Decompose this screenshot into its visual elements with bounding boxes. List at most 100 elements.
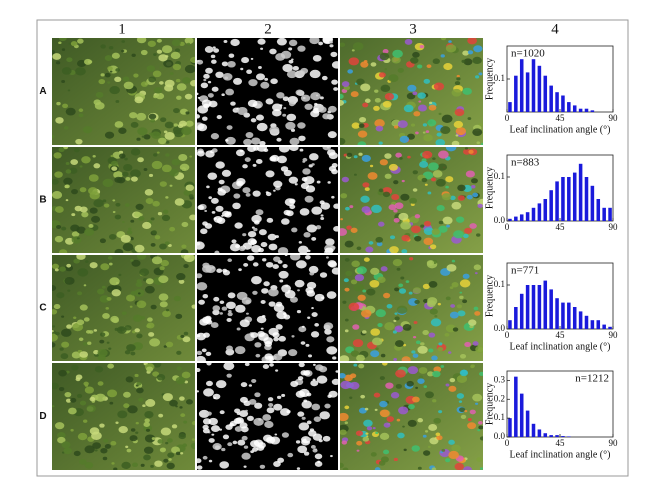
leaf (71, 236, 82, 244)
leaf (278, 270, 289, 279)
leaf (114, 176, 123, 183)
leaf (446, 264, 457, 272)
plot-frame (506, 370, 614, 438)
leaf (252, 447, 259, 452)
leaf (384, 68, 388, 71)
leaf (357, 141, 367, 145)
bar (519, 293, 524, 329)
leaf (297, 245, 309, 253)
bar (567, 102, 571, 112)
leaf (135, 281, 143, 288)
leaf (412, 51, 420, 58)
leaf (431, 467, 437, 470)
leaf (298, 135, 306, 142)
leaf (153, 94, 158, 99)
leaf (415, 340, 421, 345)
leaf (449, 377, 456, 383)
leaf (319, 200, 325, 205)
row-label: A (39, 86, 46, 97)
leaf (407, 366, 419, 375)
leaf (213, 296, 220, 302)
leaf (144, 411, 154, 419)
leaf (108, 262, 113, 266)
leaf (311, 312, 318, 317)
leaf (154, 460, 163, 467)
leaf (384, 92, 395, 101)
leaf (345, 270, 353, 277)
leaf (206, 185, 210, 189)
leaf (64, 276, 75, 285)
leaf (211, 59, 217, 64)
leaf (93, 350, 99, 355)
leaf (342, 300, 347, 304)
leaf (288, 59, 294, 64)
leaf (170, 51, 181, 60)
leaf (251, 226, 255, 229)
leaf (276, 155, 287, 164)
leaf (121, 40, 125, 43)
leaf (298, 241, 302, 244)
leaf (252, 262, 259, 267)
column-label: 4 (551, 21, 559, 37)
leaf (283, 169, 292, 177)
leaf (423, 78, 431, 84)
leaf (198, 299, 205, 305)
leaf (108, 234, 117, 240)
leaf (420, 224, 425, 228)
leaf (325, 238, 335, 246)
leaf (426, 64, 432, 69)
leaf (215, 71, 224, 79)
leaf (423, 237, 434, 246)
leaf (262, 414, 272, 421)
leaf (382, 363, 388, 366)
leaf (107, 389, 118, 398)
leaf (301, 416, 306, 420)
leaf (472, 192, 479, 198)
leaf (417, 92, 426, 99)
leaf (125, 445, 129, 449)
leaf (191, 304, 195, 309)
leaf (103, 438, 109, 443)
leaf (451, 259, 456, 263)
leaf (140, 463, 145, 467)
leaf (314, 448, 318, 451)
leaf (278, 335, 286, 342)
leaf (208, 417, 218, 426)
leaf (211, 210, 216, 214)
leaf (77, 291, 83, 296)
leaf (331, 61, 338, 69)
leaf (145, 428, 151, 432)
leaf (341, 176, 349, 183)
leaf (109, 70, 113, 73)
leaf (252, 190, 261, 197)
bar (578, 108, 583, 112)
leaf (340, 462, 344, 469)
leaf (175, 451, 181, 456)
leaf (177, 123, 184, 129)
leaf (202, 428, 210, 434)
leaf (169, 72, 174, 76)
leaf (288, 101, 296, 107)
leaf (433, 82, 445, 91)
bar (572, 105, 577, 112)
leaf (121, 311, 127, 316)
leaf (288, 349, 298, 357)
leaf (84, 58, 92, 65)
leaf (441, 193, 452, 201)
leaf (205, 351, 212, 357)
leaf (102, 178, 114, 188)
leaf (254, 392, 261, 398)
bar (584, 177, 589, 221)
leaf (227, 60, 236, 68)
leaf (282, 113, 287, 117)
leaf (182, 77, 191, 84)
leaf (457, 184, 466, 192)
leaf (207, 172, 218, 180)
bar (543, 199, 548, 221)
leaf (299, 208, 310, 216)
leaf (428, 348, 434, 353)
leaf (224, 211, 232, 218)
leaf (148, 173, 154, 178)
leaf (333, 225, 338, 232)
leaf (291, 58, 294, 61)
